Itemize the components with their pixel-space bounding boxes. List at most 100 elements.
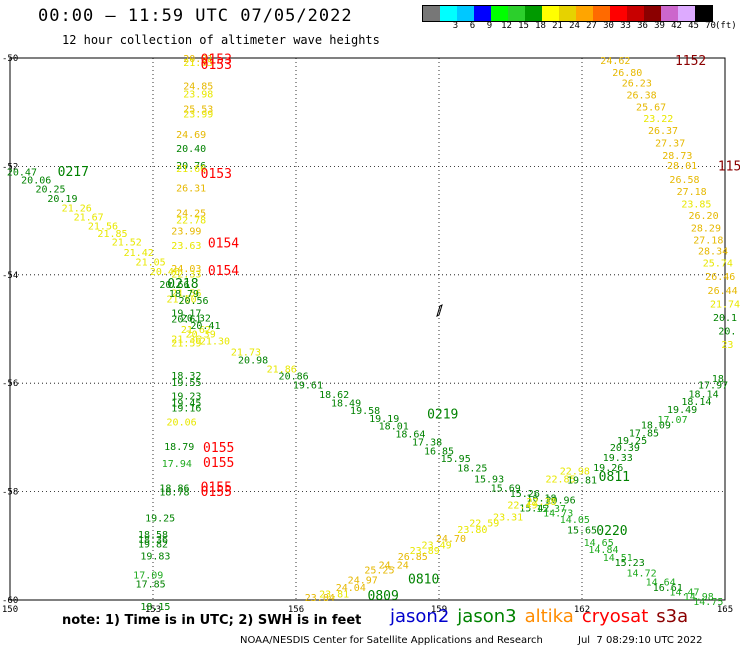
- swh-label: 23.63: [171, 241, 201, 252]
- swh-label: 26.58: [669, 175, 699, 186]
- legend-swatch: [610, 6, 627, 21]
- pass-time-label: 0218: [167, 277, 198, 292]
- legend-swatch: [525, 6, 542, 21]
- swh-label: 21.66: [176, 164, 206, 175]
- swh-label: 20.1: [713, 313, 737, 324]
- swh-label: 18.36: [138, 535, 168, 546]
- legend-swatch: [457, 6, 474, 21]
- legend-label: 27: [586, 21, 597, 31]
- pass-time-label: 0153: [201, 58, 232, 73]
- swh-label: 24.85: [183, 81, 213, 92]
- swh-label: 20.47: [7, 168, 37, 179]
- swh-label: 19.82: [138, 539, 168, 550]
- swh-label: 14.84: [588, 545, 618, 556]
- swh-label: 23.99: [171, 227, 201, 238]
- pass-time-label: 0155: [201, 481, 232, 496]
- swh-label: 14.51: [603, 553, 633, 564]
- swh-label: 14.75: [693, 597, 723, 608]
- legend-label: 70: [705, 21, 716, 31]
- swh-label: 23.49: [422, 541, 452, 552]
- legend-unit: (ft): [715, 21, 737, 31]
- swh-label: 15.26: [510, 489, 540, 500]
- swh-label: 20.40: [176, 144, 206, 155]
- legend-swatch: [542, 6, 559, 21]
- satellite-jason2: jason2: [390, 606, 450, 627]
- swh-label: 26.31: [176, 183, 206, 194]
- legend-label: 18: [535, 21, 546, 31]
- swh-label: 19.33: [603, 453, 633, 464]
- legend-label: 21: [552, 21, 563, 31]
- swh-label: 22.59: [469, 518, 499, 529]
- swh-label: 14.98: [684, 592, 714, 603]
- swh-label: 27.18: [693, 235, 723, 246]
- units-note: note: 1) Time is in UTC; 2) SWH is in fe…: [62, 613, 362, 628]
- swh-label: 26.38: [627, 91, 657, 102]
- swh-label: 17.85: [136, 580, 166, 591]
- swh-label: 16.61: [653, 583, 683, 594]
- swh-label: 22.78: [176, 215, 206, 226]
- lat-tick-label: -52: [2, 162, 18, 172]
- swh-label: 15.37: [536, 504, 566, 515]
- legend-swatch: [661, 6, 678, 21]
- swh-label: 15.23: [615, 558, 645, 569]
- swh-label: 20.39: [610, 443, 640, 454]
- swh-label: 20.41: [190, 321, 220, 332]
- swh-label: 20.76: [176, 161, 206, 172]
- legend-swatch: [695, 6, 712, 21]
- legend-label: 6: [469, 21, 476, 31]
- swh-label: 26.23: [622, 79, 652, 90]
- swh-label: 18.14: [688, 389, 718, 400]
- swh-label: 19.81: [567, 475, 597, 486]
- swh-label: 21.30: [200, 337, 230, 348]
- swh-label: 20.19: [47, 194, 77, 205]
- lat-tick-label: -56: [2, 379, 18, 389]
- satellite-s3a: s3a: [656, 606, 689, 627]
- swh-label: 17.38: [412, 438, 442, 449]
- pass-time-label: 0154: [208, 237, 239, 252]
- lon-tick-label: 165: [717, 605, 733, 615]
- swh-label: 19.45: [171, 399, 201, 410]
- swh-label: 28.73: [662, 151, 692, 162]
- swh-label: 25.67: [636, 103, 666, 114]
- swh-label: 20.46: [150, 267, 180, 278]
- swh-label: 24.69: [176, 130, 206, 141]
- swh-label: 23.31: [493, 512, 523, 523]
- swh-label: 20.61: [171, 314, 201, 325]
- swh-label: 20.86: [279, 371, 309, 382]
- satellite-legend: jason2 jason3 altika cryosat s3a: [390, 606, 696, 627]
- swh-label: 19.55: [171, 378, 201, 389]
- legend-label: 39: [654, 21, 665, 31]
- pass-time-label: 1151: [718, 160, 740, 175]
- swh-label: 23.98: [183, 90, 213, 101]
- swh-label: 20.39: [186, 330, 216, 341]
- pass-time-label: 0155: [203, 441, 234, 456]
- legend-swatch: [474, 6, 491, 21]
- swh-label: 19.17: [171, 309, 201, 320]
- lon-tick-label: 159: [431, 605, 447, 615]
- swh-label: 22.38: [526, 497, 556, 508]
- swh-label: 17.97: [698, 381, 728, 392]
- swh-label: 18.78: [159, 487, 189, 498]
- swh-label: 21.73: [231, 348, 261, 359]
- legend-label: 30: [603, 21, 614, 31]
- swh-label: 18.14: [681, 397, 711, 408]
- swh-label: 21.56: [171, 288, 201, 299]
- swh-label: 19.83: [140, 551, 170, 562]
- lat-tick-label: -58: [2, 488, 18, 498]
- swh-label: 18.49: [331, 399, 361, 410]
- pass-time-label: 0155: [203, 456, 234, 471]
- swh-label: 18.79: [169, 289, 199, 300]
- legend-label: 3: [452, 21, 459, 31]
- swh-label: 16.85: [424, 447, 454, 458]
- legend-swatch: [559, 6, 576, 21]
- swh-label: 28.01: [667, 161, 697, 172]
- lon-tick-label: 150: [2, 605, 18, 615]
- swh-label: 24.70: [436, 534, 466, 545]
- satellite-jason3: jason3: [457, 606, 517, 627]
- legend-swatch: [627, 6, 644, 21]
- swh-label: 22.85: [545, 474, 575, 485]
- swh-label: 23: [721, 340, 733, 351]
- lat-tick-label: -54: [2, 271, 18, 281]
- pass-time-label: 0155: [201, 485, 232, 500]
